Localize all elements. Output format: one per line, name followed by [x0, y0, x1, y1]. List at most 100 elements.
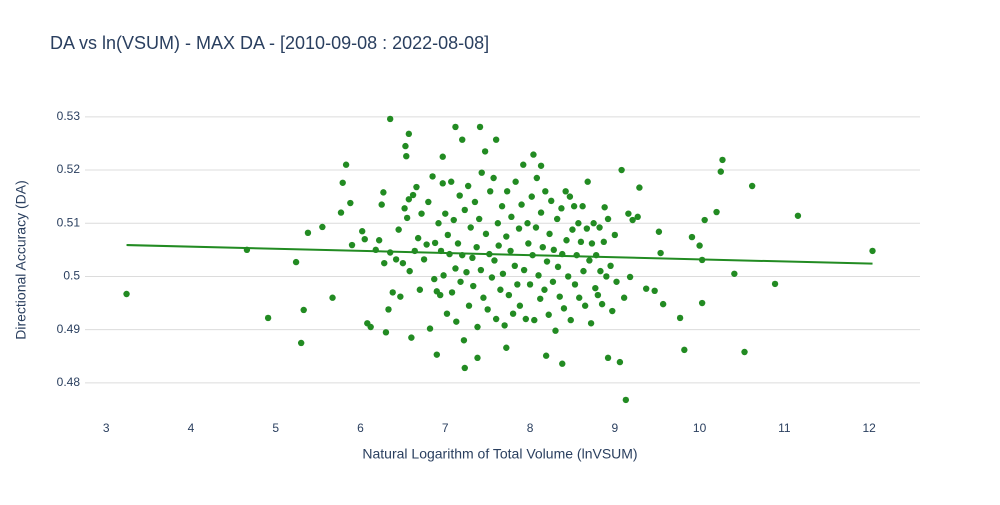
point: [448, 289, 456, 296]
point: [459, 136, 466, 143]
point: [655, 228, 663, 235]
point: [542, 188, 549, 195]
point: [509, 310, 517, 317]
x-tick-label: 4: [188, 421, 195, 435]
point: [532, 224, 540, 231]
point: [473, 243, 480, 251]
point: [514, 281, 521, 288]
point: [433, 351, 441, 358]
point: [414, 234, 422, 242]
point: [456, 192, 463, 199]
x-axis-title: Natural Logarithm of Total Volume (lnVSU…: [362, 446, 637, 462]
point: [869, 247, 876, 255]
point: [264, 314, 272, 322]
point: [634, 213, 641, 221]
x-tick-label: 8: [527, 421, 534, 435]
point: [342, 161, 350, 168]
point: [543, 258, 551, 265]
point: [431, 239, 439, 247]
point: [592, 284, 599, 292]
point: [487, 188, 494, 195]
point: [526, 281, 534, 288]
point: [577, 238, 585, 246]
point: [794, 212, 802, 219]
point: [629, 216, 636, 224]
point: [503, 233, 510, 240]
point: [297, 339, 305, 347]
point: [636, 184, 643, 191]
point: [399, 259, 407, 267]
point: [454, 240, 462, 247]
point: [569, 226, 576, 233]
x-tick-label: 7: [442, 421, 449, 435]
point: [420, 256, 428, 263]
point: [530, 151, 537, 158]
y-tick-label: 0.48: [57, 375, 81, 389]
point: [581, 302, 589, 309]
point: [580, 267, 587, 275]
point: [603, 273, 610, 280]
point: [688, 233, 696, 241]
x-tick-label: 10: [693, 421, 707, 435]
point: [566, 193, 574, 200]
point: [701, 216, 708, 224]
point: [512, 178, 519, 185]
point: [474, 323, 481, 331]
point: [469, 254, 476, 262]
point: [560, 305, 568, 312]
point: [460, 337, 468, 344]
point: [586, 257, 593, 264]
point: [546, 230, 553, 238]
point: [570, 203, 578, 210]
point: [576, 294, 583, 301]
point: [611, 231, 619, 239]
point: [408, 334, 415, 341]
point: [552, 327, 559, 334]
point: [573, 251, 580, 259]
point: [386, 115, 394, 123]
point: [657, 249, 664, 257]
point: [537, 162, 545, 169]
point: [337, 209, 345, 216]
point: [397, 293, 404, 300]
point: [348, 241, 356, 249]
point: [300, 306, 307, 314]
point: [537, 295, 544, 302]
point: [511, 262, 518, 270]
point: [492, 136, 500, 143]
point: [771, 280, 779, 288]
y-tick-label: 0.5: [63, 269, 80, 283]
point: [626, 273, 634, 281]
point: [616, 358, 624, 366]
point: [542, 352, 550, 359]
point: [423, 241, 430, 248]
chart-title: DA vs ln(VSUM) - MAX DA - [2010-09-08 : …: [50, 33, 489, 53]
point: [594, 291, 602, 299]
point: [622, 396, 630, 404]
point: [491, 257, 498, 264]
x-tick-label: 12: [862, 421, 876, 435]
point: [567, 316, 574, 324]
point: [584, 178, 591, 185]
point: [431, 275, 438, 283]
point: [676, 314, 684, 322]
point: [518, 201, 525, 208]
point: [503, 188, 511, 195]
point: [444, 231, 452, 239]
point: [448, 178, 455, 185]
point: [588, 240, 596, 247]
point: [442, 210, 449, 217]
y-axis-title: Directional Accuracy (DA): [13, 180, 29, 340]
point: [554, 263, 562, 271]
point: [575, 220, 582, 227]
point: [476, 123, 484, 131]
point: [463, 268, 470, 276]
x-tick-label: 3: [103, 421, 110, 435]
point: [525, 240, 532, 247]
point: [531, 316, 538, 324]
y-tick-label: 0.53: [57, 109, 81, 123]
point: [381, 259, 388, 267]
point: [505, 291, 513, 299]
point: [467, 224, 474, 231]
point: [579, 203, 586, 210]
